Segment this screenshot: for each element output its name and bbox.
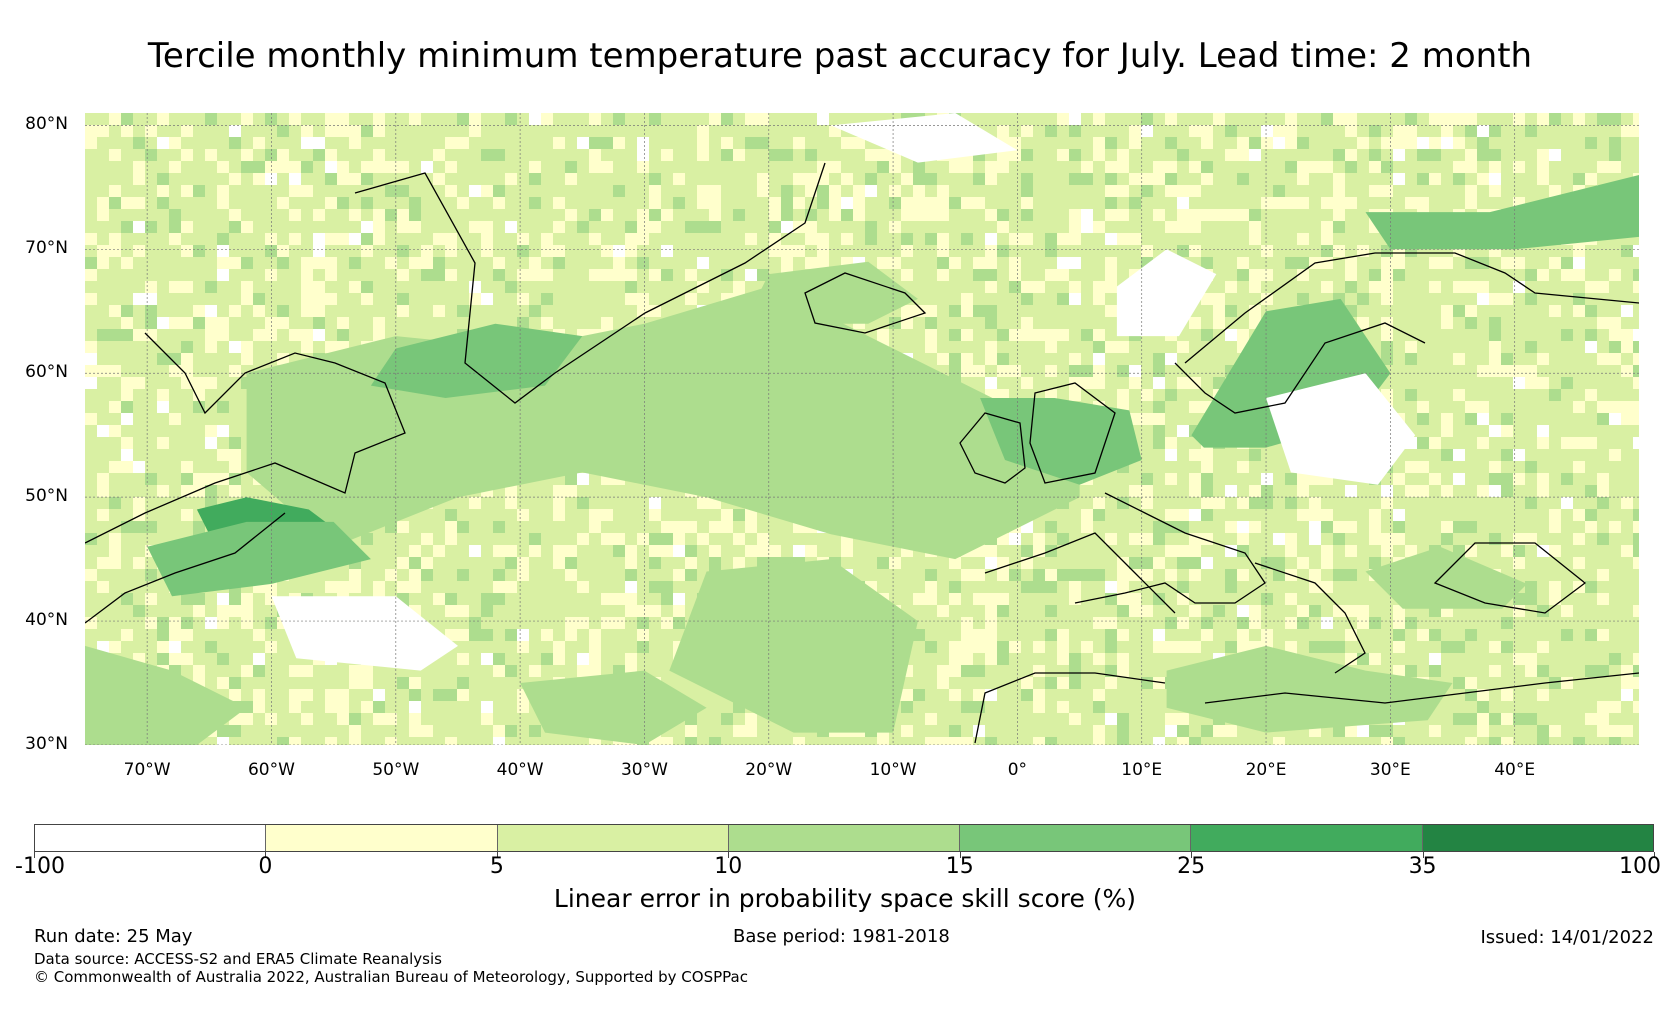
skill-map	[85, 113, 1639, 745]
coastline-segment	[1184, 252, 1639, 364]
colorbar-label: Linear error in probability space skill …	[553, 884, 1137, 913]
skill-region-iceland-sea	[743, 261, 918, 324]
skill-region-azores-low	[520, 670, 707, 745]
longitude-label: 40°W	[496, 760, 544, 780]
skill-region-russia-minus	[1266, 373, 1416, 485]
skill-region-irminger-sea	[370, 323, 583, 398]
coastline-segment	[85, 332, 406, 544]
colorbar-tick-label: 15	[945, 854, 974, 879]
skill-region-barents-sea	[1365, 175, 1639, 250]
coastline-segment	[85, 512, 286, 624]
colorbar-tick-label: 25	[1177, 854, 1206, 879]
base-period: Base period: 1981-2018	[733, 926, 950, 947]
coastline-segment	[1174, 322, 1426, 414]
longitude-label: 50°W	[372, 760, 420, 780]
colorbar	[34, 824, 1654, 852]
colorbar-segment	[728, 825, 961, 851]
issued-date: Issued: 14/01/2022	[1480, 927, 1654, 948]
colorbar-segment	[35, 825, 267, 851]
coastline-segment	[1204, 672, 1639, 704]
colorbar-tick-label: -100	[15, 854, 65, 879]
colorbar-tick-label: 35	[1408, 854, 1437, 879]
latitude-label: 80°N	[25, 114, 68, 135]
skill-region-east-us-coast	[85, 645, 247, 745]
colorbar-tick	[1191, 852, 1193, 858]
coastline-segment	[959, 412, 1026, 484]
longitude-label: 20°E	[1245, 760, 1287, 780]
coastline-segment	[1254, 562, 1366, 674]
colorbar-tick-label: 5	[489, 854, 504, 879]
latitude-label: 50°N	[25, 486, 68, 507]
longitude-label: 0°	[1007, 760, 1028, 780]
run-date: Run date: 25 May	[34, 926, 193, 947]
data-source: Data source: ACCESS-S2 and ERA5 Climate …	[34, 950, 442, 968]
coastline-segment	[1433, 542, 1587, 614]
colorbar-segment	[497, 825, 729, 851]
colorbar-tick	[265, 852, 267, 858]
latitude-label: 70°N	[25, 238, 68, 259]
colorbar-tick-label: 10	[714, 854, 743, 879]
longitude-label: 10°E	[1121, 760, 1163, 780]
longitude-label: 60°W	[247, 760, 295, 780]
colorbar-tick	[728, 852, 730, 858]
skill-region-nova-scotia-coast	[147, 521, 371, 597]
longitude-label: 30°W	[620, 760, 668, 780]
colorbar-segment	[266, 825, 498, 851]
coastlines	[85, 162, 1639, 744]
coastline-segment	[1029, 382, 1116, 484]
colorbar-tick-label: 0	[258, 854, 273, 879]
gridlines	[85, 113, 1639, 745]
coastline-segment	[974, 672, 1166, 744]
colorbar-tick	[496, 852, 498, 858]
colorbar-tick	[34, 852, 35, 858]
longitude-label: 70°W	[123, 760, 171, 780]
coastline-segment	[1074, 492, 1266, 604]
latitude-label: 60°N	[25, 362, 68, 383]
map-canvas	[85, 113, 1639, 745]
skill-region-mediterranean-east	[1166, 645, 1453, 733]
longitude-label: 20°W	[745, 760, 793, 780]
longitude-label: 40°E	[1494, 760, 1536, 780]
longitude-label: 10°W	[869, 760, 917, 780]
colorbar-segment	[1191, 825, 1423, 851]
colorbar-tick	[959, 852, 961, 858]
colorbar-tick	[1422, 852, 1424, 858]
colorbar-segment	[960, 825, 1192, 851]
colorbar-tick-label: 100	[1619, 854, 1661, 879]
colorbar-tick	[1654, 852, 1655, 858]
skill-region-north-sea	[980, 398, 1142, 485]
coastline-segment	[984, 532, 1176, 614]
colorbar-segment	[1422, 825, 1653, 851]
coastline-segment	[804, 272, 927, 334]
latitude-label: 40°N	[25, 610, 68, 631]
skill-region-subtropical-atlantic	[669, 559, 918, 733]
coastline-segment	[354, 162, 826, 404]
latitude-label: 30°N	[25, 734, 68, 754]
copyright: © Commonwealth of Australia 2022, Austra…	[34, 968, 748, 986]
skill-region-black-sea	[1365, 546, 1528, 609]
skill-region-subtropical-minus	[271, 596, 458, 671]
chart-title: Tercile monthly minimum temperature past…	[147, 36, 1533, 76]
longitude-label: 30°E	[1369, 760, 1411, 780]
